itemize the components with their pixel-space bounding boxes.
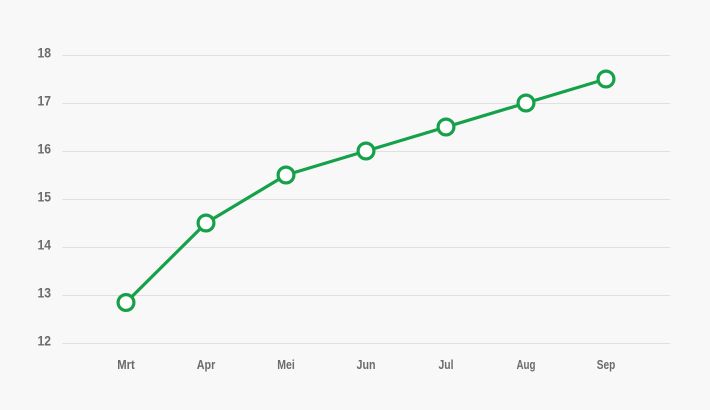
svg-text:17: 17	[38, 93, 52, 109]
svg-text:14: 14	[38, 237, 52, 253]
svg-text:Apr: Apr	[197, 357, 216, 372]
svg-text:18: 18	[38, 45, 52, 61]
svg-text:12: 12	[38, 333, 52, 349]
svg-text:Sep: Sep	[597, 357, 616, 372]
svg-text:Jul: Jul	[439, 357, 454, 372]
svg-text:Aug: Aug	[517, 357, 536, 372]
svg-text:16: 16	[38, 141, 52, 157]
svg-text:15: 15	[38, 189, 52, 205]
svg-text:Mei: Mei	[277, 357, 295, 372]
svg-text:Mrt: Mrt	[117, 357, 135, 372]
svg-text:13: 13	[38, 285, 52, 301]
svg-text:Jun: Jun	[357, 357, 376, 372]
